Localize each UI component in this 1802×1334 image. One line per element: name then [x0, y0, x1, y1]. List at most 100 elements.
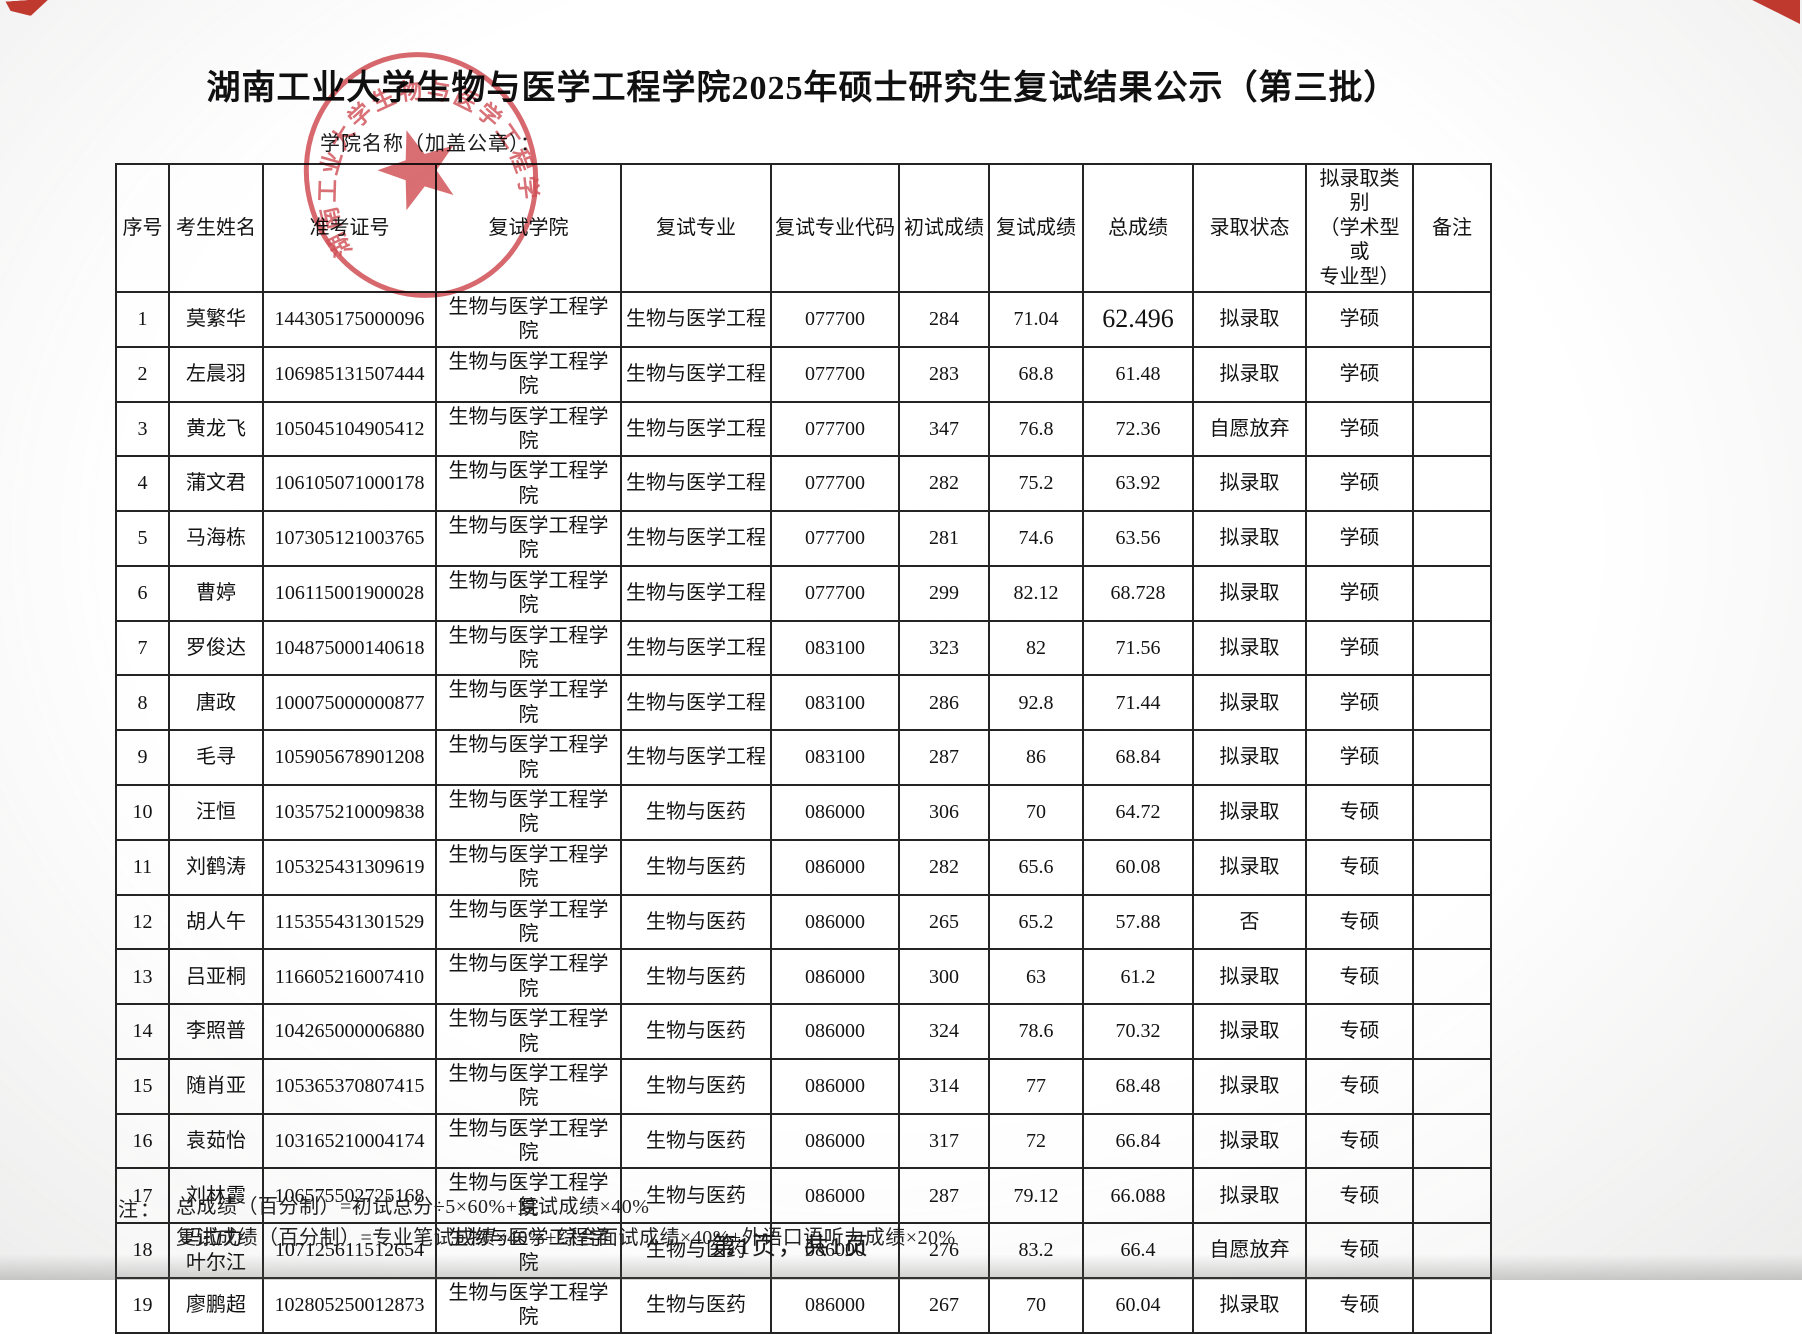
cell-name: 黄龙飞: [168, 400, 264, 458]
cell-name: 玛拉力·叶尔江: [168, 1222, 264, 1280]
header-row: 序号 考生姓名 准考证号 复试学院 复试专业 复试专业代码 初试成绩 复试成绩 总成绩 录取状态拟…: [115, 163, 1492, 293]
cell-name: 廖鹏超: [168, 1277, 264, 1334]
cell-ticket-no: 107125611512654: [262, 1222, 437, 1280]
column-header-remark: 备注: [1412, 163, 1492, 293]
cell-index: 6: [115, 564, 170, 622]
cell-category: 学硕: [1305, 619, 1414, 677]
cell-retest-score: 65.6: [988, 838, 1084, 896]
cell-ticket-no: 106985131507444: [262, 345, 437, 403]
cell-major-code: 086000: [770, 1057, 900, 1115]
cell-ticket-no: 105045104905412: [262, 400, 437, 458]
cell-initial-score: 282: [898, 455, 990, 513]
cell-index: 10: [115, 783, 170, 841]
table-row: 12 胡人午 115355431301529 生物与医学工程学院 生物与医药 086000…: [115, 893, 1492, 951]
cell-major: 生物与医药: [620, 1167, 772, 1225]
table-row: 10 汪恒 103575210009838 生物与医学工程学院 生物与医药 086000 3…: [115, 783, 1492, 841]
cell-total-score: 72.36: [1082, 400, 1194, 458]
page-title: 湖南工业大学生物与医学工程学院2025年硕士研究生复试结果公示（第三批）: [206, 70, 1399, 107]
cell-major-code: 077700: [770, 455, 900, 513]
table-row: 2 左晨羽 106985131507444 生物与医学工程学院 生物与医学工程 07770…: [115, 345, 1492, 403]
cell-retest-score: 70: [988, 783, 1084, 841]
cell-college: 生物与医学工程学院: [435, 1057, 622, 1115]
cell-initial-score: 323: [898, 619, 990, 677]
cell-name: 刘鹤涛: [168, 838, 264, 896]
cell-major-code: 077700: [770, 510, 900, 567]
cell-retest-score: 71.04: [988, 290, 1084, 348]
cell-major-code: 083100: [770, 619, 900, 677]
cell-major-code: 086000: [770, 1003, 900, 1060]
footnotes: 注： 总成绩（百分制）=初试总分÷5×60%+复试成绩×40% 复试成绩（百分制…: [118, 1192, 956, 1254]
cell-name: 毛寻: [168, 729, 264, 786]
cell-index: 14: [115, 1003, 170, 1060]
cell-index: 13: [115, 948, 170, 1006]
cell-total-score: 68.48: [1082, 1057, 1194, 1115]
cell-category: 专硕: [1305, 1222, 1414, 1280]
cell-major-code: 086000: [770, 1277, 900, 1334]
table-row: 6 曹婷 106115001900028 生物与医学工程学院 生物与医学工程 077700…: [115, 564, 1492, 622]
cell-index: 5: [115, 510, 170, 567]
cell-ticket-no: 144305175000096: [262, 290, 437, 348]
table-row: 3 黄龙飞 105045104905412 生物与医学工程学院 生物与医学工程 07770…: [115, 400, 1492, 458]
cell-admission-status: 拟录取: [1192, 838, 1307, 896]
cell-college: 生物与医学工程学院: [435, 455, 622, 513]
cell-index: 18: [115, 1222, 170, 1280]
cell-ticket-no: 105365370807415: [262, 1057, 437, 1115]
cell-remark: [1412, 1222, 1492, 1280]
cell-retest-score: 92.8: [988, 674, 1084, 732]
cell-retest-score: 82.12: [988, 564, 1084, 622]
cell-remark: [1412, 1167, 1492, 1225]
cell-total-score: 62.496: [1082, 290, 1194, 348]
cell-name: 刘林霞: [168, 1167, 264, 1225]
cell-admission-status: 拟录取: [1192, 564, 1307, 622]
cell-ticket-no: 106105071000178: [262, 455, 437, 513]
cell-retest-score: 82: [988, 619, 1084, 677]
cell-major-code: 086000: [770, 1112, 900, 1170]
cell-category: 专硕: [1305, 838, 1414, 896]
cell-ticket-no: 104265000006880: [262, 1003, 437, 1060]
cell-index: 3: [115, 400, 170, 458]
cell-category: 专硕: [1305, 1167, 1414, 1225]
cell-ticket-no: 116605216007410: [262, 948, 437, 1006]
table-header: 序号 考生姓名 准考证号 复试学院 复试专业 复试专业代码 初试成绩 复试成绩 总成绩 录取状态拟…: [115, 163, 1492, 293]
cell-index: 19: [115, 1277, 170, 1334]
cell-college: 生物与医学工程学院: [435, 564, 622, 622]
cell-name: 随肖亚: [168, 1057, 264, 1115]
cell-ticket-no: 106115001900028: [262, 564, 437, 622]
cell-admission-status: 拟录取: [1192, 1277, 1307, 1334]
cell-category: 专硕: [1305, 1057, 1414, 1115]
cell-remark: [1412, 893, 1492, 951]
cell-remark: [1412, 290, 1492, 348]
cell-college: 生物与医学工程学院: [435, 400, 622, 458]
table-row: 16 袁茹怡 103165210004174 生物与医学工程学院 生物与医药 086000…: [115, 1112, 1492, 1170]
cell-initial-score: 317: [898, 1112, 990, 1170]
red-corner-accent-left: [5, 0, 50, 18]
page-number-footer: 第1页，共1页: [712, 1234, 870, 1260]
cell-ticket-no: 115355431301529: [262, 893, 437, 951]
cell-college: 生物与医学工程学院: [435, 345, 622, 403]
cell-total-score: 71.56: [1082, 619, 1194, 677]
cell-category: 学硕: [1305, 674, 1414, 732]
cell-admission-status: 拟录取: [1192, 619, 1307, 677]
cell-category: 学硕: [1305, 400, 1414, 458]
table-row: 18玛拉力·叶尔江107125611512654生物与医学工程学院生物与医药08…: [115, 1222, 1492, 1280]
cell-remark: [1412, 729, 1492, 786]
cell-initial-score: 306: [898, 783, 990, 841]
cell-retest-score: 63: [988, 948, 1084, 1006]
cell-college: 生物与医学工程学院: [435, 674, 622, 732]
cell-total-score: 60.08: [1082, 838, 1194, 896]
cell-admission-status: 拟录取: [1192, 290, 1307, 348]
cell-initial-score: 287: [898, 1167, 990, 1225]
cell-college: 生物与医学工程学院: [435, 783, 622, 841]
cell-retest-score: 70: [988, 1277, 1084, 1334]
cell-major: 生物与医药: [620, 1003, 772, 1060]
cell-major-code: 086000: [770, 948, 900, 1006]
cell-initial-score: 276: [898, 1222, 990, 1280]
cell-major-code: 086000: [770, 893, 900, 951]
column-header-admission-status: 录取状态: [1192, 163, 1307, 293]
cell-college: 生物与医学工程学院: [435, 1167, 622, 1225]
column-header-major: 复试专业: [620, 163, 772, 293]
cell-college: 生物与医学工程学院: [435, 619, 622, 677]
cell-category: 学硕: [1305, 564, 1414, 622]
cell-total-score: 66.4: [1082, 1222, 1194, 1280]
cell-total-score: 68.84: [1082, 729, 1194, 786]
